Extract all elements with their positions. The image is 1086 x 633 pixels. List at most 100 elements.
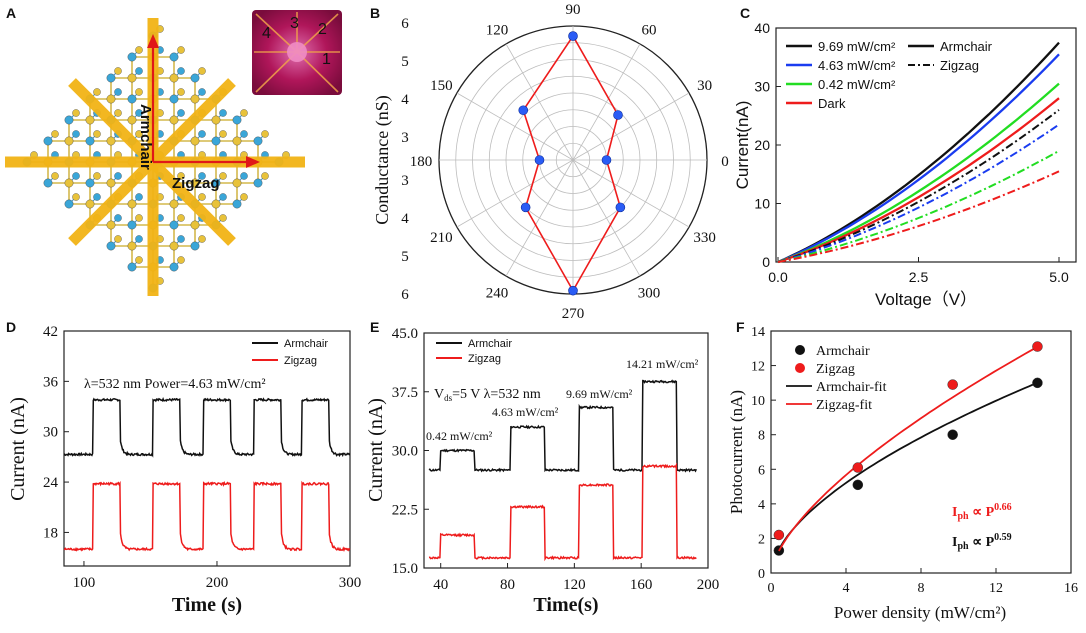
d-ylabel: Current (nA) xyxy=(7,397,29,501)
f-fit-armchair xyxy=(778,381,1038,550)
lattice-atom xyxy=(135,214,143,222)
e-power-label-3: 9.69 mW/cm² xyxy=(566,387,633,401)
polar-spoke xyxy=(572,92,690,161)
c-legend-3: 0.42 mW/cm² xyxy=(818,77,896,92)
lattice-atom xyxy=(114,88,122,96)
lattice-atom xyxy=(169,262,179,272)
direction-arrows: Armchair Zigzag xyxy=(137,34,260,192)
polar-radial-ticks: 6 5 4 3 3 4 5 6 xyxy=(401,16,409,303)
lattice-atom xyxy=(51,130,59,138)
f-ticks: 0 4 8 12 16 0 2 4 6 8 10 12 14 xyxy=(751,325,1078,596)
lattice-atom xyxy=(219,193,227,201)
lattice-atom xyxy=(261,130,269,138)
c-legend-armchair: Armchair xyxy=(940,39,993,54)
lattice-atom xyxy=(198,172,206,180)
panel-label-c: C xyxy=(740,5,750,21)
polar-spoke xyxy=(505,159,574,277)
b-rtick-top-5: 5 xyxy=(401,54,409,70)
e-xtick-label: 120 xyxy=(563,577,586,593)
lattice-atom xyxy=(177,256,185,264)
f-legend-zigzag: Zigzag xyxy=(816,362,855,377)
device-inset: 4 3 2 1 xyxy=(252,10,342,95)
lattice-atom xyxy=(198,235,206,243)
d-ytick-label: 42 xyxy=(43,324,58,340)
e-ytick-label: 15.0 xyxy=(392,561,418,577)
panel-b: B Conductance (nS) 6 5 4 3 3 4 5 6 90603… xyxy=(370,2,729,322)
inset-sample xyxy=(287,42,307,62)
lattice-atom xyxy=(198,130,206,138)
lattice-atom xyxy=(253,178,263,188)
f-ytick-label: 14 xyxy=(751,325,765,340)
lattice-atom xyxy=(106,94,116,104)
d-xtick-label: 300 xyxy=(339,575,362,591)
f-xtick-label: 16 xyxy=(1064,581,1078,596)
f-xtick-label: 0 xyxy=(768,581,775,596)
lattice-atom xyxy=(106,73,116,83)
b-data-point-135 xyxy=(518,105,529,116)
d-series-zigzag xyxy=(63,480,351,552)
c-series-6 xyxy=(777,150,1060,263)
f-ytick-label: 10 xyxy=(751,394,765,409)
e-xtick-label: 80 xyxy=(500,577,515,593)
b-data-point-270 xyxy=(568,285,578,296)
b-rtick-bot-3: 3 xyxy=(401,173,409,189)
lattice-atom xyxy=(169,115,179,125)
lattice-atom xyxy=(127,199,137,209)
b-angle-label-30: 30 xyxy=(697,78,712,94)
lattice-atom xyxy=(240,172,248,180)
f-ytick-label: 8 xyxy=(758,429,765,444)
armchair-label: Armchair xyxy=(137,104,154,170)
e-ytick-label: 30.0 xyxy=(392,444,418,460)
lattice-atom xyxy=(169,220,179,230)
b-angle-label-240: 240 xyxy=(486,286,509,302)
lattice-atom xyxy=(177,235,185,243)
b-rtick-bot-5: 5 xyxy=(401,249,409,265)
c-legend-2: 4.63 mW/cm² xyxy=(818,58,896,73)
lattice-atom xyxy=(261,172,269,180)
b-angle-label-330: 330 xyxy=(693,230,716,246)
f-legend-armchair: Armchair xyxy=(816,344,870,359)
lattice-atom xyxy=(114,172,122,180)
c-ticks: 0.0 2.5 5.0 0 10 20 30 40 xyxy=(754,20,1069,285)
lattice-atom xyxy=(127,220,137,230)
polar-spoke xyxy=(456,92,574,161)
f-ytick-label: 6 xyxy=(758,463,765,478)
d-legend-zigzag: Zigzag xyxy=(284,355,317,367)
lattice-atom xyxy=(114,109,122,117)
f-legend-armchair-fit: Armchair-fit xyxy=(816,380,887,395)
lattice-atom xyxy=(127,241,137,251)
d-xlabel: Time (s) xyxy=(172,594,242,616)
f-formula-zigzag-base: I xyxy=(952,505,957,520)
lattice-atom xyxy=(219,214,227,222)
lattice-atom xyxy=(72,130,80,138)
lattice-atom xyxy=(177,214,185,222)
b-rtick-top-3: 3 xyxy=(401,130,409,146)
f-formula-armchair-mid: ∝ P xyxy=(969,535,995,550)
e-power-label-1: 0.42 mW/cm² xyxy=(426,429,493,443)
lattice-atom xyxy=(177,109,185,117)
b-rtick-bot-4: 4 xyxy=(401,211,409,227)
f-formula-armchair: Iph ∝ P0.59 xyxy=(952,532,1012,552)
e-series-armchair xyxy=(428,379,697,473)
lattice-atom xyxy=(177,46,185,54)
c-ytick-label: 10 xyxy=(754,196,770,212)
c-ytick-label: 40 xyxy=(754,20,770,36)
e-legend-zigzag: Zigzag xyxy=(468,353,501,365)
lattice-atom xyxy=(64,199,74,209)
b-angle-label-60: 60 xyxy=(642,22,657,38)
lattice-atom xyxy=(127,52,137,62)
d-ytick-label: 18 xyxy=(43,525,58,541)
lattice-atom xyxy=(135,109,143,117)
lattice-atom xyxy=(106,178,116,188)
lattice-atom xyxy=(169,94,179,104)
lattice-atom xyxy=(198,193,206,201)
e-legend-armchair: Armchair xyxy=(468,338,512,350)
lattice-atom xyxy=(135,67,143,75)
f-formula-zigzag-sub: ph xyxy=(957,511,969,522)
c-series-5 xyxy=(777,123,1060,263)
f-ytick-label: 0 xyxy=(758,567,765,582)
f-point-zigzag-0 xyxy=(773,529,785,541)
lattice-atom xyxy=(114,235,122,243)
panel-a: A Armchair Zigzag xyxy=(5,5,342,296)
